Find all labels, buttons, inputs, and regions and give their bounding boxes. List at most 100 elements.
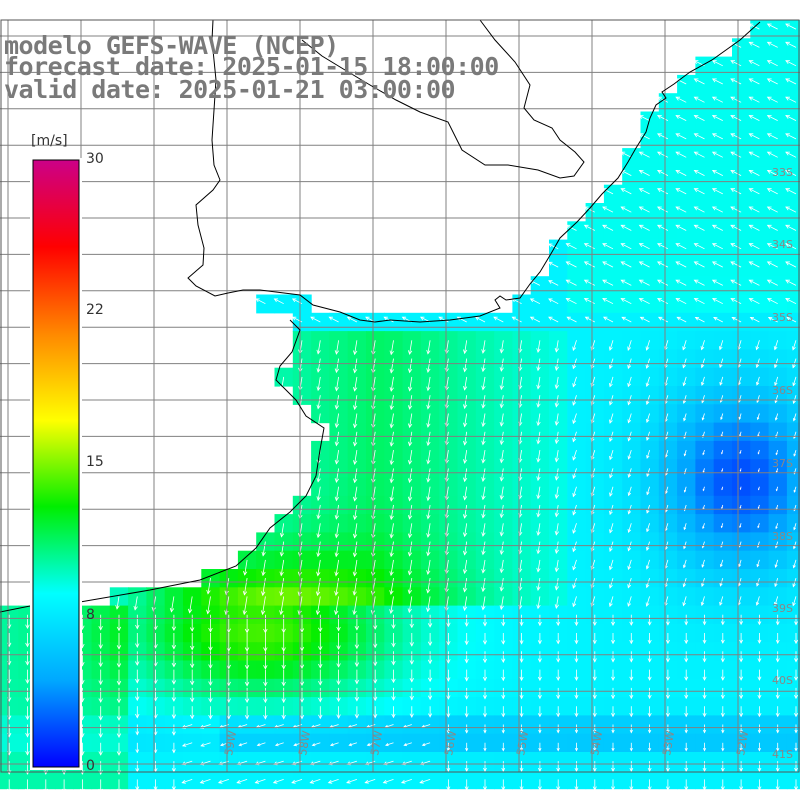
wind-arrow: [719, 340, 724, 351]
wind-arrow: [464, 614, 469, 627]
wind-speed-cell: [201, 715, 221, 735]
wind-speed-cell: [622, 294, 642, 314]
wind-arrow: [389, 578, 394, 595]
wind-arrow: [638, 206, 650, 213]
wind-arrow: [189, 651, 195, 669]
wind-arrow: [463, 468, 468, 483]
wind-arrow: [620, 169, 632, 176]
wind-arrow: [730, 169, 742, 176]
wind-arrow: [645, 577, 650, 589]
wind-speed-cell: [750, 569, 770, 588]
wind-arrow: [428, 706, 433, 718]
wind-arrow: [627, 523, 632, 534]
wind-arrow: [693, 188, 705, 195]
wind-arrow: [775, 669, 780, 681]
wind-arrow: [785, 206, 797, 213]
wind-arrow: [389, 541, 394, 558]
wind-arrow: [730, 60, 742, 67]
wind-arrow: [279, 523, 285, 538]
wind-arrow: [199, 779, 211, 784]
wind-arrow: [785, 60, 797, 67]
wind-arrow: [684, 633, 689, 645]
wind-speed-cell: [622, 166, 642, 186]
wind-arrow: [565, 261, 577, 268]
wind-arrow: [261, 578, 266, 597]
wind-speed-cell: [732, 587, 751, 607]
wind-speed-cell: [695, 294, 715, 314]
wind-speed-cell: [640, 239, 660, 259]
wind-arrow: [263, 706, 268, 720]
wind-speed-cell: [713, 129, 733, 149]
wind-arrow: [346, 779, 358, 784]
wind-arrow: [646, 413, 650, 424]
wind-speed-cell: [713, 276, 733, 296]
wind-arrow: [519, 669, 524, 682]
wind-arrow: [609, 577, 614, 589]
wind-speed-cell: [768, 56, 788, 76]
wind-arrow: [565, 298, 577, 305]
longitude-label: 58W: [296, 730, 313, 757]
wind-speed-cell: [768, 587, 788, 607]
wind-arrow: [766, 151, 778, 158]
wind-speed-cell: [677, 514, 696, 533]
wind-arrow: [720, 669, 725, 681]
wind-arrow: [133, 596, 138, 611]
wind-speed-cell: [750, 257, 770, 277]
wind-speed-cell: [622, 422, 642, 442]
wind-arrow: [774, 376, 779, 387]
wind-speed-cell: [768, 166, 788, 186]
wind-speed-cell: [750, 495, 770, 515]
wind-arrow: [116, 706, 122, 721]
wind-arrow: [739, 449, 742, 455]
wind-speed-cell: [292, 752, 312, 771]
wind-arrow: [702, 687, 707, 700]
wind-arrow: [757, 468, 760, 473]
wind-arrow: [648, 742, 652, 752]
wind-arrow: [574, 761, 579, 773]
wind-arrow: [482, 614, 488, 627]
wind-arrow: [684, 761, 689, 773]
wind-speed-cell: [750, 294, 770, 314]
wind-arrow: [281, 706, 286, 720]
wind-speed-cell: [768, 129, 788, 149]
wind-arrow: [720, 523, 724, 529]
wind-speed-cell: [786, 184, 800, 204]
wind-speed-cell: [256, 770, 276, 790]
wind-speed-cell: [713, 93, 733, 113]
wind-arrow: [647, 761, 652, 773]
wind-arrow: [501, 706, 506, 718]
wind-speed-cell: [768, 459, 788, 479]
wind-arrow: [592, 779, 597, 791]
wind-speed-cell: [658, 367, 678, 387]
wind-arrow: [730, 261, 742, 268]
wind-arrow: [25, 669, 30, 684]
wind-arrow: [757, 724, 762, 734]
wind-speed-cell: [622, 404, 642, 424]
wind-arrow: [353, 376, 358, 392]
wind-speed-cell: [658, 331, 678, 350]
wind-arrow: [572, 523, 577, 534]
wind-arrow: [713, 316, 723, 323]
wind-arrow: [446, 724, 451, 734]
wind-arrow: [609, 541, 614, 552]
wind-speed-cell: [677, 221, 696, 241]
wind-speed-cell: [366, 733, 385, 753]
wind-arrow: [372, 614, 378, 630]
wind-arrow: [316, 395, 321, 410]
wind-arrow: [499, 413, 504, 427]
wind-speed-cell: [786, 294, 800, 314]
wind-speed-cell: [786, 623, 800, 643]
wind-arrow: [792, 395, 797, 405]
wind-speed-cell: [402, 752, 422, 771]
wind-arrow: [537, 614, 542, 627]
wind-arrow: [499, 578, 504, 592]
wind-arrow: [318, 651, 323, 669]
wind-arrow: [693, 261, 705, 268]
wind-speed-cell: [786, 239, 800, 259]
wind-arrow: [701, 413, 705, 421]
wind-arrow: [766, 206, 778, 213]
wind-arrow: [318, 687, 323, 703]
wind-arrow: [483, 742, 487, 752]
wind-speed-cell: [640, 129, 660, 149]
wind-arrow: [583, 206, 595, 213]
